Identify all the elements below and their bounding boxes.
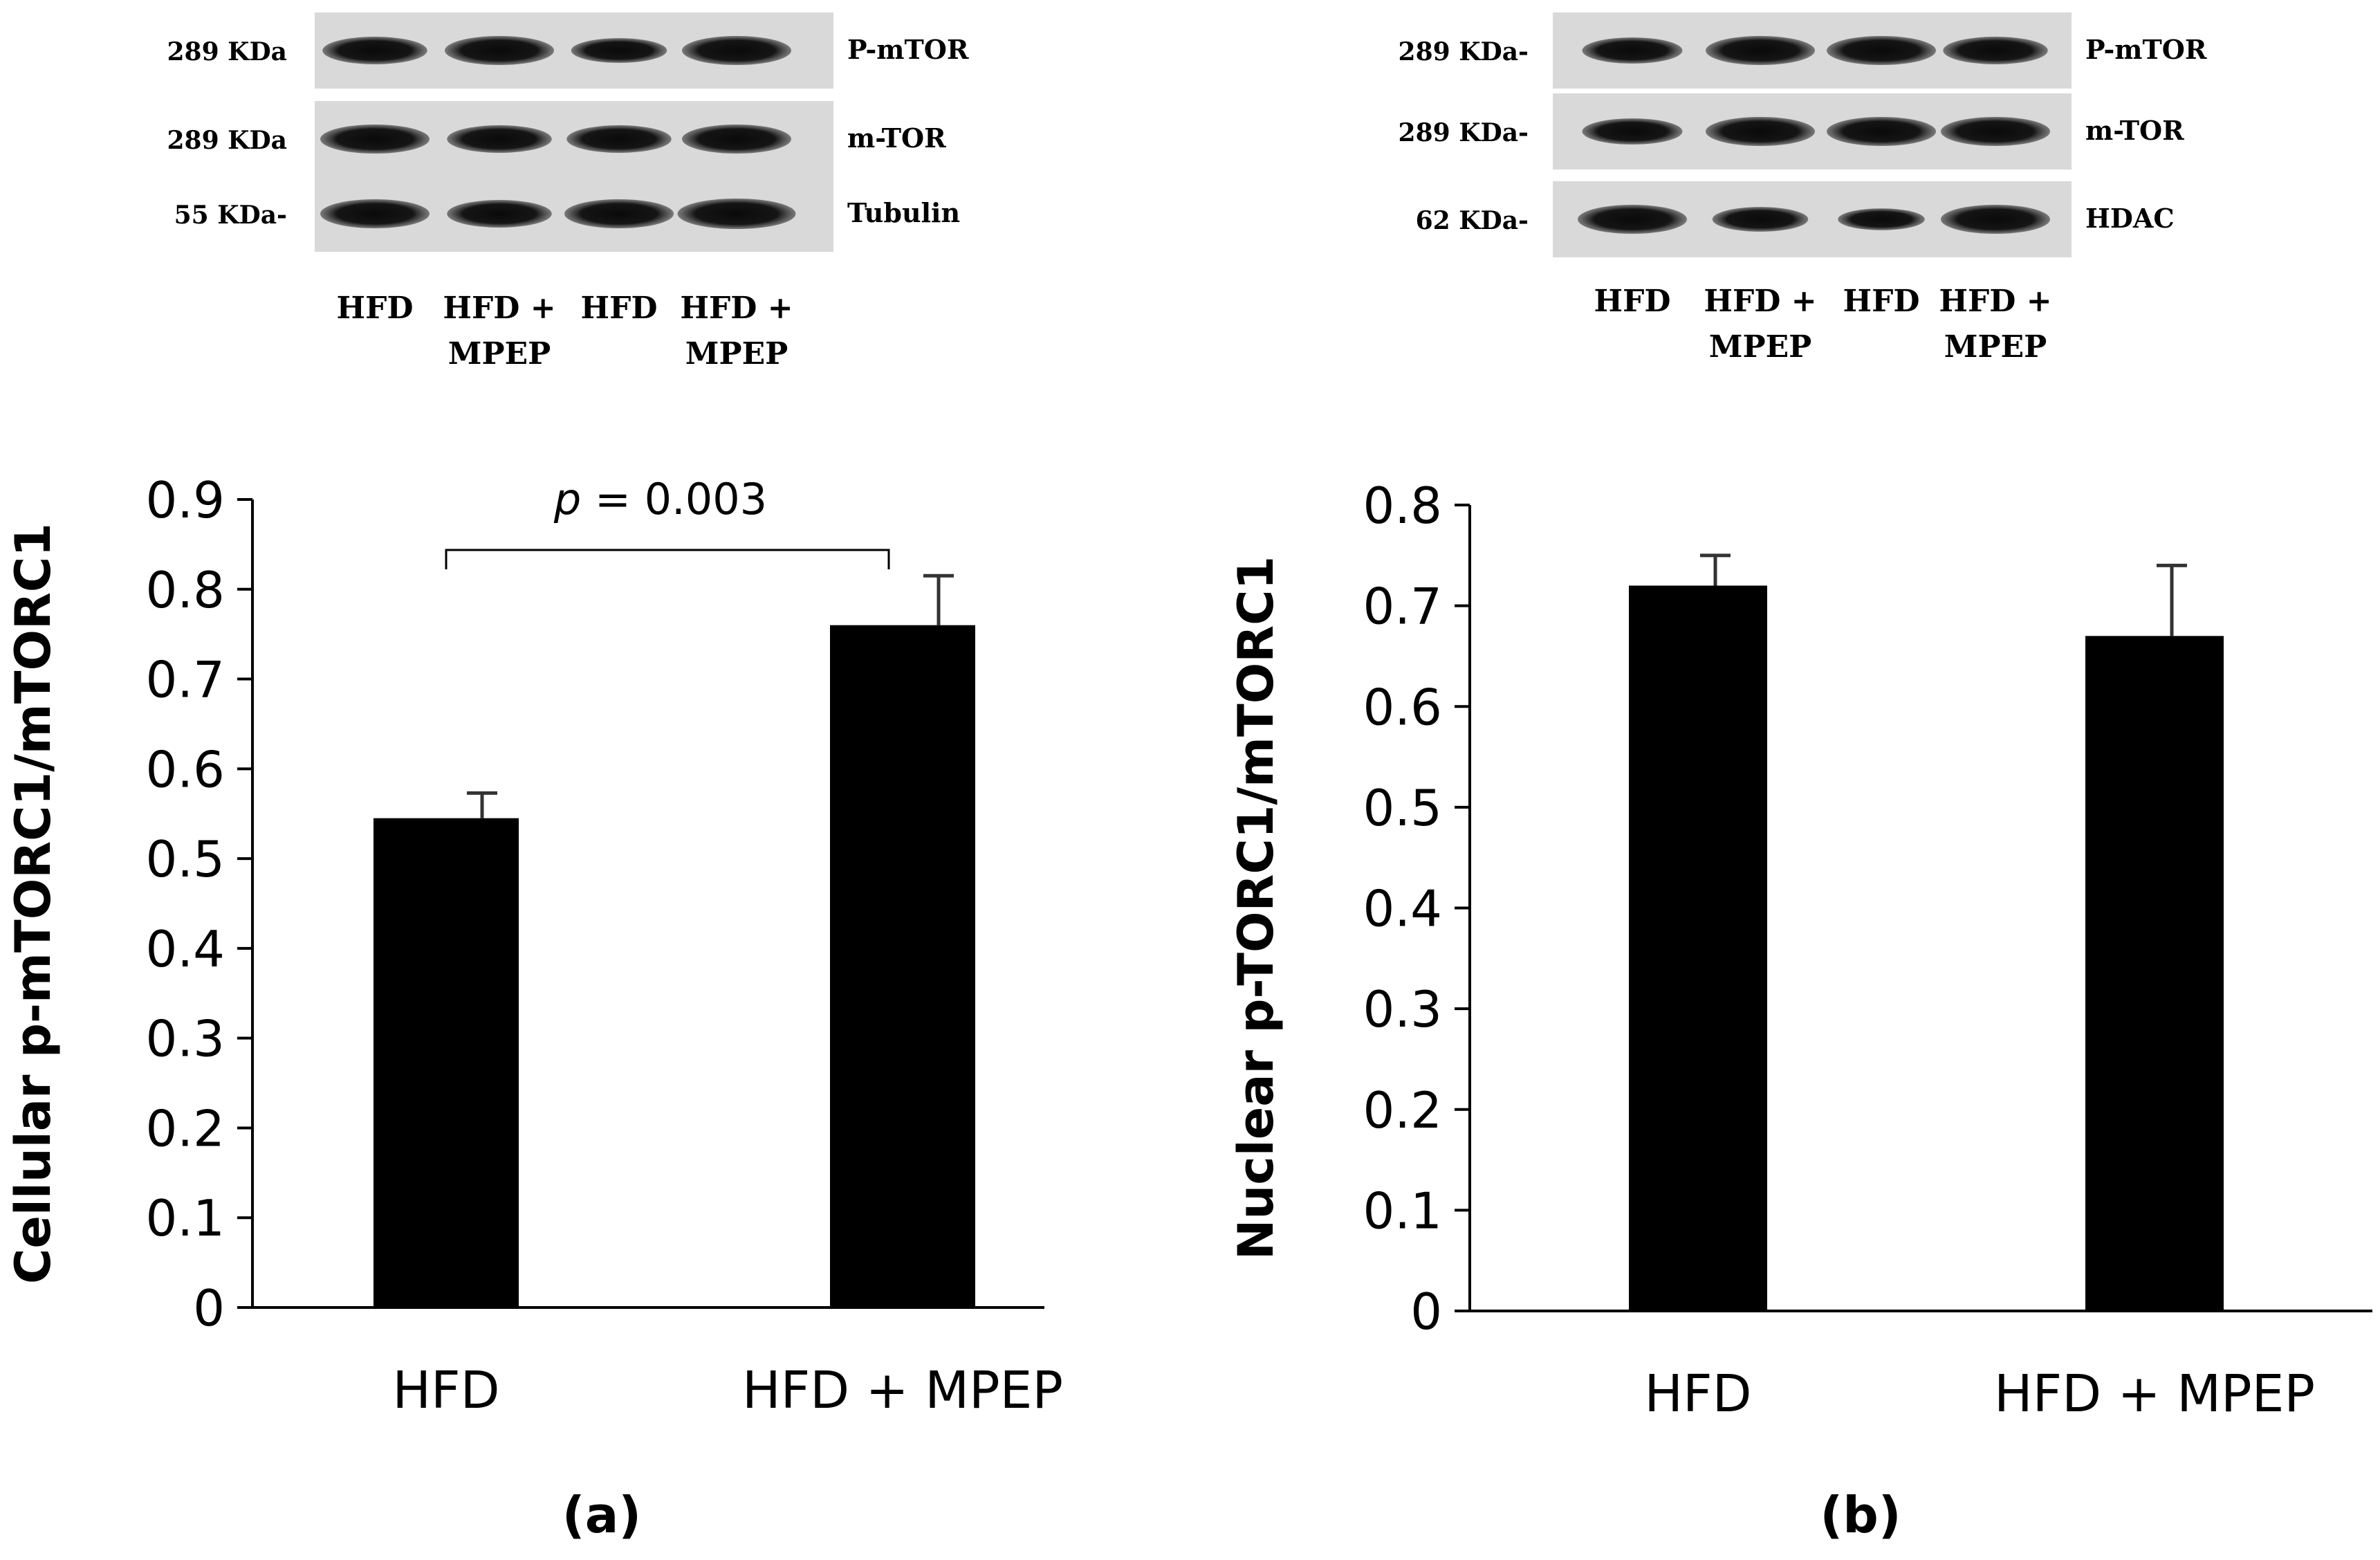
blot-lane-label: HFD xyxy=(1843,284,1920,319)
blot-band xyxy=(1712,207,1809,232)
blot-kda-label: 289 KDa xyxy=(167,126,287,155)
blot-lane-label: HFD xyxy=(337,291,414,326)
panel-label: (b) xyxy=(1820,1486,1901,1544)
bar xyxy=(2085,636,2224,1311)
blot-a: 289 KDa P-mTOR 289 KDa m-TOR 55 KDa- Tubulin H… xyxy=(167,12,969,371)
blot-kda-label: 55 KDa- xyxy=(174,201,287,230)
blot-band xyxy=(320,199,430,228)
blot-band xyxy=(320,125,430,154)
blot-band xyxy=(1582,118,1683,145)
blot-lane-label: HFD xyxy=(581,291,658,326)
blot-band xyxy=(322,37,427,64)
chart-a-cellular: 0 0.1 0.2 0.3 0.4 0.5 0.6 0.7 0.8 0.9 HFD HFD + MPE… xyxy=(5,471,1063,1544)
blot-band xyxy=(1941,117,2050,146)
blot-protein-label: P-mTOR xyxy=(847,34,969,65)
bar xyxy=(373,818,519,1307)
blot-protein-label: m-TOR xyxy=(847,122,946,154)
blot-kda-label: 289 KDa- xyxy=(1399,37,1529,66)
significance-bracket xyxy=(445,549,890,569)
blot-protein-label: HDAC xyxy=(2085,203,2175,234)
y-tick-label: 0.8 xyxy=(1363,477,1442,535)
blot-band xyxy=(445,36,554,65)
blot-band xyxy=(1827,36,1936,65)
y-axis-label: Cellular p-mTORC1/mTORC1 xyxy=(5,523,62,1284)
blot-band xyxy=(1827,117,1936,146)
blot-kda-label: 289 KDa- xyxy=(1399,118,1529,147)
y-tick-label: 0.8 xyxy=(145,561,225,619)
x-category-label: HFD xyxy=(1644,1364,1751,1424)
y-tick-label: 0.1 xyxy=(1363,1182,1442,1240)
blot-band xyxy=(1706,117,1815,146)
blot-lane-label: HFD + xyxy=(1704,284,1816,319)
y-tick-label: 0 xyxy=(193,1279,225,1337)
blot-lane-label: MPEP xyxy=(1709,329,1811,365)
blot-lane-label: HFD + xyxy=(1939,284,2051,319)
blot-band xyxy=(1941,205,2050,234)
y-tick-label: 0.1 xyxy=(145,1189,225,1247)
y-tick-label: 0.6 xyxy=(1363,678,1442,736)
x-category-label: HFD xyxy=(392,1361,499,1420)
blot-lane-label: HFD + xyxy=(443,291,555,326)
p-value-annotation: p = 0.003 xyxy=(553,474,767,524)
blot-band xyxy=(1582,37,1683,64)
blot-lane-label: MPEP xyxy=(685,336,788,371)
blot-lane-label: MPEP xyxy=(1944,329,2047,365)
blot-band xyxy=(1578,205,1687,234)
y-tick-label: 0.2 xyxy=(1363,1081,1442,1139)
y-tick-label: 0.4 xyxy=(1363,880,1442,938)
panel-label: (a) xyxy=(562,1486,641,1544)
blot-band xyxy=(566,125,672,153)
blot-band xyxy=(447,125,552,153)
y-tick-label: 0.6 xyxy=(145,740,225,798)
x-category-label: HFD + MPEP xyxy=(742,1361,1063,1420)
y-tick-label: 0 xyxy=(1410,1283,1442,1341)
blot-protein-label: P-mTOR xyxy=(2085,34,2207,65)
y-tick-label: 0.7 xyxy=(1363,578,1442,636)
blot-kda-label: 289 KDa xyxy=(167,37,287,66)
blot-band xyxy=(682,125,791,154)
blot-band xyxy=(564,199,674,228)
blot-b: 289 KDa- P-mTOR 289 KDa-m-TOR 62 KDa- HDAC HF… xyxy=(1399,12,2207,365)
blot-lane-label: HFD xyxy=(1594,284,1671,319)
x-category-label: HFD + MPEP xyxy=(1994,1364,2315,1424)
y-tick-label: 0.4 xyxy=(145,920,225,978)
blot-band xyxy=(682,36,791,65)
blot-band xyxy=(677,198,796,230)
western-blots: 289 KDa P-mTOR 289 KDa m-TOR 55 KDa- Tubulin H… xyxy=(167,12,2207,371)
bar xyxy=(830,625,975,1307)
blot-protein-label: Tubulin xyxy=(847,197,960,228)
blot-band xyxy=(1706,36,1815,65)
y-tick-label: 0.9 xyxy=(145,471,225,529)
y-tick-label: 0.5 xyxy=(1363,779,1442,837)
y-tick-label: 0.3 xyxy=(145,1010,225,1068)
y-tick-label: 0.3 xyxy=(1363,980,1442,1038)
blot-band xyxy=(1838,208,1925,230)
blot-lane-label: MPEP xyxy=(448,336,551,371)
blot-kda-label: 62 KDa- xyxy=(1416,206,1529,235)
y-axis-label: Nuclear p-TORC1/mTORC1 xyxy=(1228,556,1284,1260)
blot-lane-label: HFD + xyxy=(680,291,793,326)
y-tick-label: 0.5 xyxy=(145,830,225,888)
blot-band xyxy=(447,200,552,228)
y-tick-label: 0.2 xyxy=(145,1099,225,1157)
chart-b-nuclear: 0 0.1 0.2 0.3 0.4 0.5 0.6 0.7 0.8 HFD HFD + MPEP Nu… xyxy=(1228,477,2372,1544)
blot-band xyxy=(1943,37,2048,64)
y-tick-label: 0.7 xyxy=(145,651,225,709)
blot-band xyxy=(571,38,667,63)
bar xyxy=(1629,585,1767,1311)
blot-protein-label: m-TOR xyxy=(2085,115,2184,146)
